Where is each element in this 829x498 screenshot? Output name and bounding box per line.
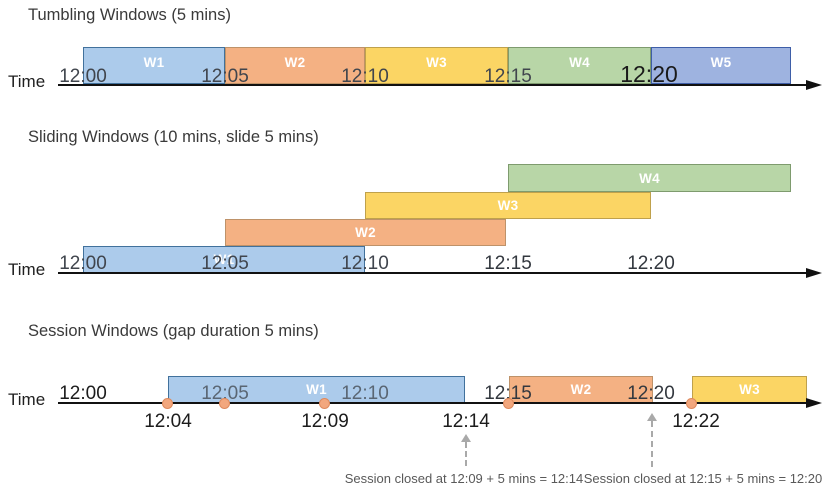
session-window-w2-label: W2 <box>570 382 592 397</box>
dashed-arrow-line <box>651 421 653 467</box>
session-window-w3-label: W3 <box>739 382 760 397</box>
tumbling-axis-arrowhead-icon <box>806 80 822 90</box>
dashed-arrow-line <box>465 442 467 466</box>
sliding-tick-1215: 12:15 <box>484 253 532 274</box>
session-event-label-1209: 12:09 <box>301 411 349 432</box>
tumbling-tick-1200: 12:00 <box>59 66 107 87</box>
sliding-window-w2-label: W2 <box>355 225 376 240</box>
sliding-time-axis-line <box>58 272 806 274</box>
tumbling-tick-1205: 12:05 <box>201 66 249 87</box>
session-tick-1215: 12:15 <box>484 383 532 404</box>
session-tick-1205: 12:05 <box>201 383 249 404</box>
tumbling-tick-1215: 12:15 <box>484 66 532 87</box>
dashed-arrow-up-icon <box>461 434 471 442</box>
sliding-time-axis-label: Time <box>8 260 46 279</box>
sliding-window-w3: W3 <box>365 192 651 219</box>
tumbling-window-w5: W5 <box>651 47 791 84</box>
sliding-window-w1-label: W1 <box>213 252 235 267</box>
session-axis-arrowhead-icon <box>806 398 822 408</box>
sliding-tick-1220: 12:20 <box>627 253 675 274</box>
session-time-axis-label: Time <box>8 390 46 409</box>
sliding-windows-title: Sliding Windows (10 mins, slide 5 mins) <box>28 128 319 146</box>
sliding-tick-1210: 12:10 <box>341 253 389 274</box>
tumbling-window-w4-label: W4 <box>569 54 590 70</box>
tumbling-tick-1210: 12:10 <box>341 66 389 87</box>
session-window-w3: W3 <box>692 376 807 403</box>
sliding-window-w4-label: W4 <box>639 170 660 186</box>
session-tick-1200: 12:00 <box>59 383 107 404</box>
tumbling-window-w3-label: W3 <box>426 54 447 70</box>
tumbling-window-w2: W2 <box>225 47 365 84</box>
sliding-tick-1205: 12:05 <box>201 253 249 274</box>
session-event-label-1214: 12:14 <box>442 411 490 432</box>
tumbling-window-w4: W4 <box>508 47 651 84</box>
dashed-arrow-up-icon <box>647 413 657 421</box>
session-window-w1-label: W1 <box>306 382 327 397</box>
event-dot-1215 <box>503 398 514 409</box>
tumbling-time-axis-line <box>58 84 806 86</box>
event-dot-1205 <box>219 398 230 409</box>
tumbling-window-w2-label: W2 <box>284 54 306 70</box>
sliding-window-w4: W4 <box>508 164 791 192</box>
session-event-label-1222: 12:22 <box>672 411 720 432</box>
session-tick-1210: 12:10 <box>341 383 389 404</box>
session-tick-1220: 12:20 <box>627 383 675 404</box>
session-time-axis-line <box>58 402 806 404</box>
session-event-label-1204: 12:04 <box>144 411 192 432</box>
tumbling-window-w3: W3 <box>365 47 508 84</box>
tumbling-windows-title: Tumbling Windows (5 mins) <box>28 6 231 24</box>
tumbling-window-w5-label: W5 <box>710 54 732 70</box>
tumbling-window-w1: W1 <box>83 47 225 84</box>
session-windows-title: Session Windows (gap duration 5 mins) <box>28 322 319 340</box>
tumbling-time-axis-label: Time <box>8 72 46 91</box>
event-dot-1209 <box>319 398 330 409</box>
sliding-window-w3-label: W3 <box>497 198 519 213</box>
tumbling-window-w1-label: W1 <box>143 54 165 70</box>
tumbling-tick-1220: 12:20 <box>620 61 678 87</box>
sliding-axis-arrowhead-icon <box>806 268 822 278</box>
event-dot-1221 <box>686 398 697 409</box>
sliding-window-w2: W2 <box>225 219 506 246</box>
event-dot-1204 <box>162 398 173 409</box>
session-closed-annotation-2: Session closed at 12:15 + 5 mins = 12:20 <box>583 471 823 486</box>
session-closed-annotation-1: Session closed at 12:09 + 5 mins = 12:14 <box>344 471 584 486</box>
sliding-tick-1200: 12:00 <box>59 253 107 274</box>
